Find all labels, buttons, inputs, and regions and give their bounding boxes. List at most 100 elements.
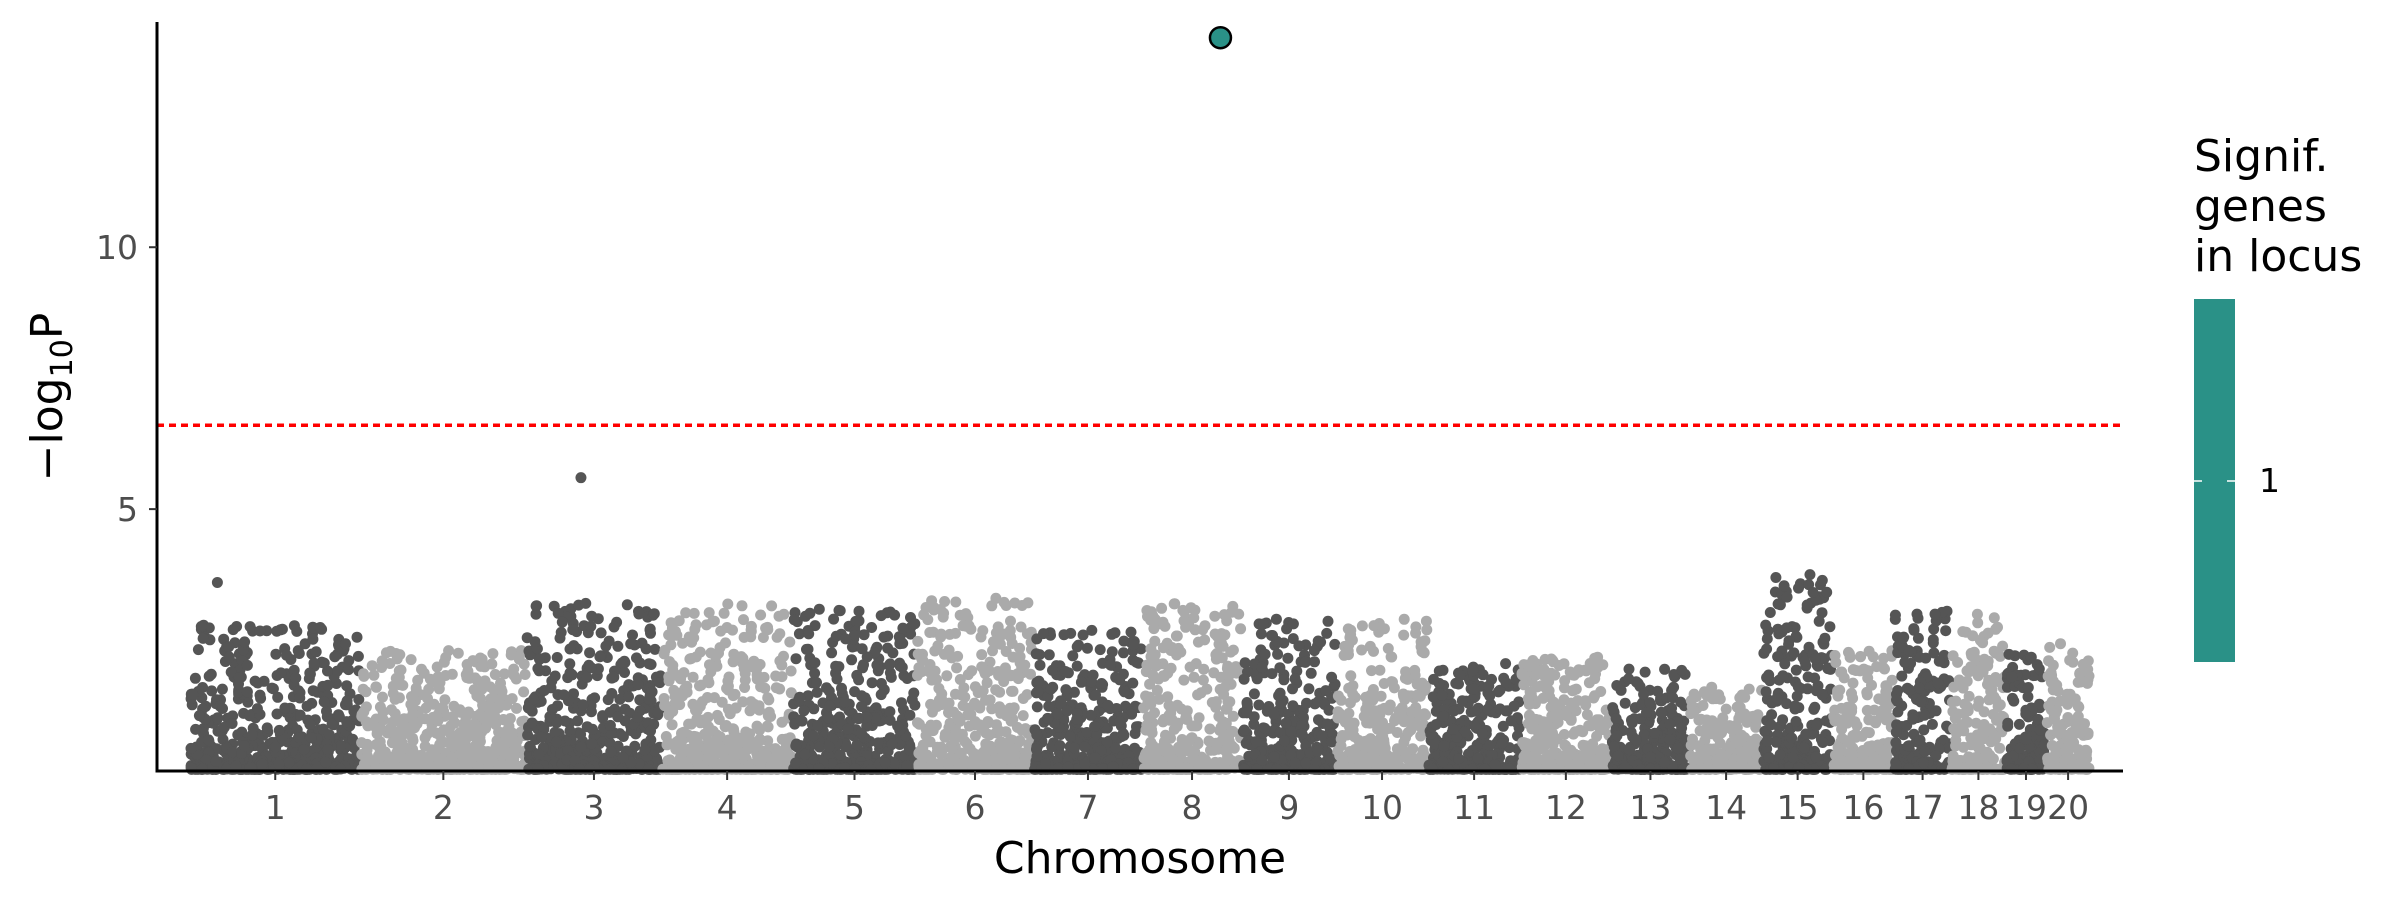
snp-point (959, 735, 971, 747)
snp-point (614, 693, 626, 705)
snp-point (654, 677, 666, 689)
snp-point (241, 659, 253, 671)
snp-point (632, 679, 644, 691)
snp-point (322, 665, 333, 677)
snp-point (376, 655, 388, 667)
snp-point (1054, 740, 1066, 751)
snp-point (1524, 686, 1536, 698)
snp-point (839, 696, 851, 708)
snp-point (510, 741, 522, 753)
snp-point (1329, 638, 1341, 650)
snp-point (290, 672, 302, 684)
snp-point (1086, 676, 1098, 688)
snp-point (1241, 698, 1253, 710)
snp-point (1161, 691, 1173, 703)
snp-point (550, 736, 562, 748)
snp-point (323, 729, 335, 741)
snp-point (575, 728, 587, 740)
chromosome-13-points (1606, 663, 1694, 775)
snp-point (1169, 598, 1181, 610)
snp-point (1189, 624, 1201, 636)
snp-point (1185, 602, 1197, 614)
snp-point (666, 622, 678, 634)
snp-point (1149, 707, 1160, 719)
snp-point (935, 631, 947, 643)
snp-point (751, 720, 763, 732)
snp-point (521, 632, 533, 644)
snp-point (454, 705, 466, 716)
snp-point (981, 677, 993, 689)
snp-point (727, 656, 739, 668)
snp-point (920, 602, 932, 613)
snp-point (639, 744, 651, 756)
snp-point (802, 643, 814, 655)
snp-point (1296, 728, 1308, 740)
snp-point (331, 665, 343, 677)
snp-point (755, 609, 767, 621)
snp-point (1016, 724, 1028, 736)
snp-point (1500, 658, 1512, 670)
snp-point (1239, 657, 1251, 669)
snp-point (894, 633, 906, 644)
snp-point (1197, 674, 1209, 686)
snp-point (358, 706, 370, 718)
snp-point (1309, 763, 1321, 775)
snp-point (1192, 636, 1204, 648)
snp-point (795, 714, 807, 726)
snp-point (1387, 763, 1399, 775)
snp-point (360, 763, 372, 775)
snp-point (301, 763, 312, 775)
snp-point (412, 674, 424, 686)
snp-point (680, 607, 692, 619)
snp-point (1508, 700, 1520, 712)
snp-point (711, 660, 723, 672)
snp-point (875, 689, 887, 701)
snp-point (307, 685, 319, 697)
snp-point (310, 646, 322, 658)
snp-point (602, 694, 614, 706)
snp-point (727, 624, 738, 636)
snp-point (665, 738, 677, 750)
snp-point (1420, 615, 1432, 627)
snp-point (1238, 673, 1250, 685)
snp-point (976, 649, 988, 661)
snp-point (731, 742, 743, 754)
snp-point (575, 741, 587, 753)
snp-point (546, 704, 558, 715)
snp-point (1165, 662, 1177, 674)
snp-point (1321, 718, 1333, 730)
snp-point (1148, 623, 1160, 635)
snp-point (980, 738, 992, 750)
snp-point (1069, 742, 1080, 754)
snp-point (1127, 677, 1139, 689)
snp-point (1484, 740, 1496, 751)
snp-point (572, 715, 584, 727)
snp-point (1031, 701, 1043, 713)
snp-point (409, 751, 421, 763)
snp-point (1456, 695, 1468, 707)
snp-point (856, 643, 868, 655)
snp-point (961, 620, 973, 632)
snp-point (892, 720, 904, 732)
snp-point (879, 757, 891, 769)
snp-point (678, 667, 690, 679)
snp-point (951, 710, 963, 722)
snp-point (340, 638, 351, 650)
snp-point (294, 692, 306, 704)
snp-point (522, 702, 534, 714)
snp-point (790, 757, 802, 769)
snp-point (1364, 705, 1376, 717)
snp-point (872, 737, 884, 749)
snp-point (1344, 697, 1356, 709)
snp-point (861, 651, 873, 663)
snp-point (645, 725, 656, 737)
snp-point (343, 664, 354, 676)
snp-point (633, 608, 645, 620)
snp-point (1312, 745, 1323, 757)
snp-point (511, 702, 522, 714)
snp-point (773, 610, 785, 622)
snp-point (531, 600, 543, 612)
snp-point (969, 681, 981, 693)
snp-point (490, 719, 502, 730)
snp-point (386, 704, 397, 716)
